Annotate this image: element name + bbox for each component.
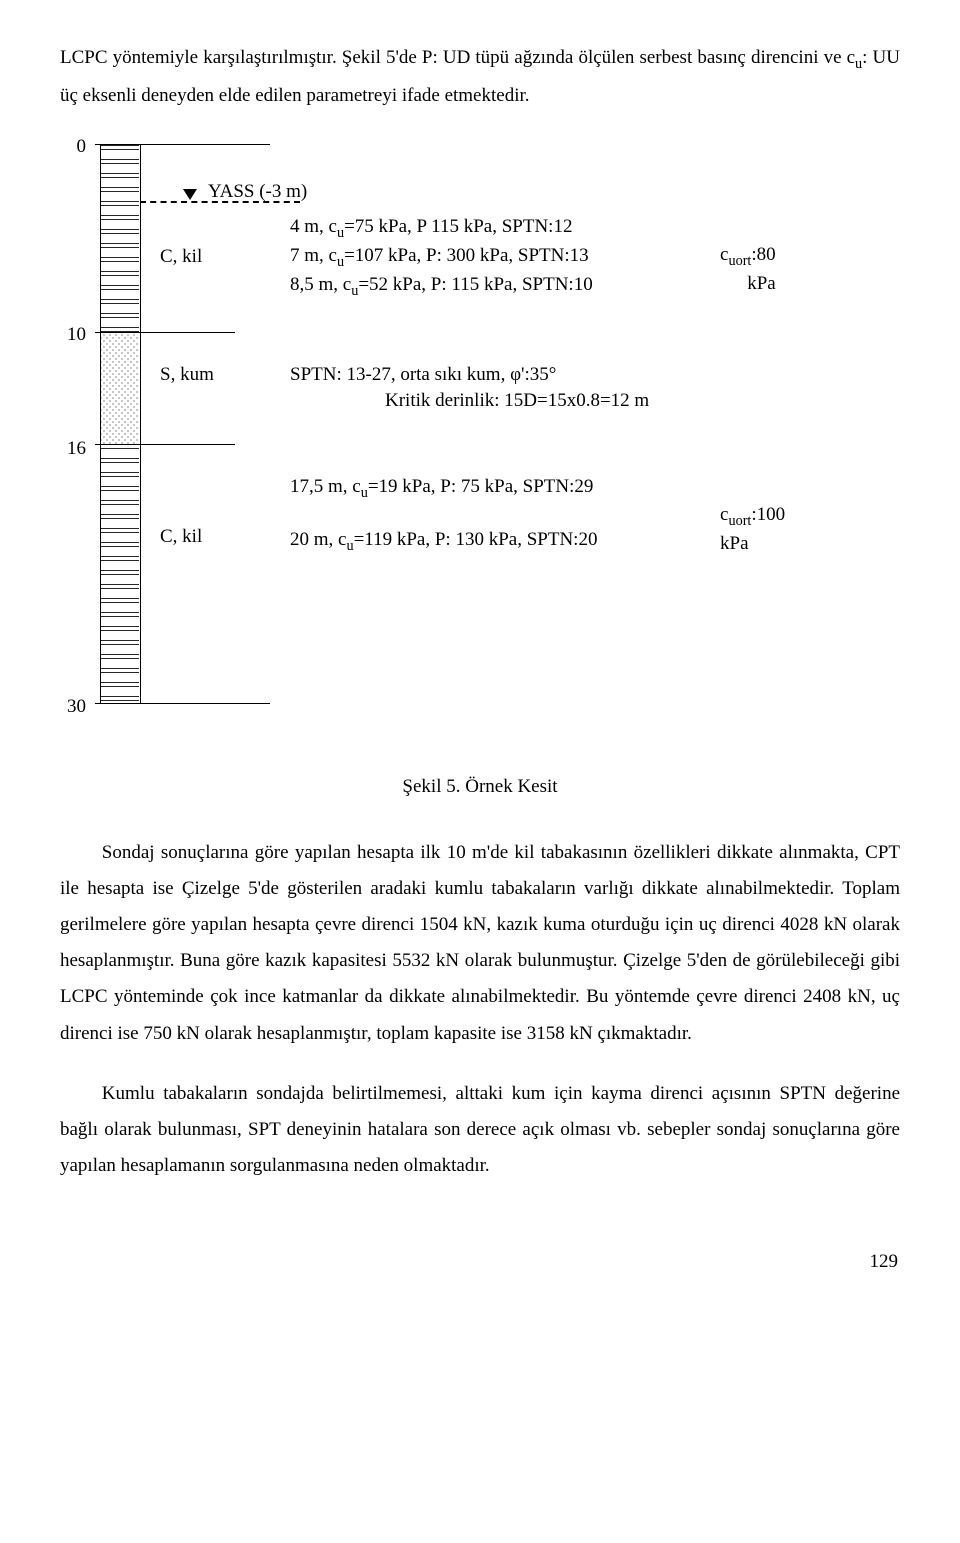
soil-profile-diagram: 0 10 16 30 C, kil S, kum C, kil YASS (-3… [60, 144, 900, 744]
yass-label: YASS (-3 m) [208, 179, 307, 205]
hatch-clay-upper [101, 145, 139, 332]
depth-10: 10 [60, 322, 86, 348]
figure-caption: Şekil 5. Örnek Kesit [60, 769, 900, 805]
line-10m [95, 332, 235, 333]
kritik-line: Kritik derinlik: 15D=15x0.8=12 m [290, 388, 649, 414]
line-30m [95, 703, 270, 704]
sptn-line: SPTN: 13-27, orta sıkı kum, φ':35° [290, 362, 649, 388]
depth-30: 30 [60, 694, 86, 720]
column-border-right [140, 144, 141, 704]
depth-0: 0 [60, 134, 86, 160]
upper-clay-block: 4 m, cu=75 kPa, P 115 kPa, SPTN:12 cuort… [290, 214, 593, 301]
cuort-100: cuort:100 kPa [720, 502, 785, 557]
cuort-80: cuort:80 kPa [720, 242, 781, 297]
depth-16: 16 [60, 436, 86, 462]
line-7m: 7 m, cu=107 kPa, P: 300 kPa, SPTN:13 [290, 243, 593, 272]
line-16m [95, 444, 235, 445]
lower-clay-block: 17,5 m, cu=19 kPa, P: 75 kPa, SPTN:29 cu… [290, 474, 597, 556]
soil-clay-lower: C, kil [160, 524, 202, 550]
line-8-5m: 8,5 m, cu=52 kPa, P: 115 kPa, SPTN:10 [290, 272, 593, 301]
paragraph-3: Kumlu tabakaların sondajda belirtilmemes… [60, 1076, 900, 1184]
intro-paragraph: LCPC yöntemiyle karşılaştırılmıştır. Şek… [60, 40, 900, 114]
hatch-clay-lower [101, 444, 139, 703]
line-20m: 20 m, cu=119 kPa, P: 130 kPa, SPTN:20 [290, 527, 597, 556]
hatch-sand [101, 332, 139, 444]
line-surface [95, 144, 270, 145]
soil-clay-upper: C, kil [160, 244, 202, 270]
water-table-symbol [183, 189, 197, 200]
line-17-5m: 17,5 m, cu=19 kPa, P: 75 kPa, SPTN:29 [290, 474, 597, 503]
paragraph-2: Sondaj sonuçlarına göre yapılan hesapta … [60, 835, 900, 1052]
line-4m: 4 m, cu=75 kPa, P 115 kPa, SPTN:12 [290, 214, 593, 243]
page-number: 129 [60, 1244, 900, 1280]
intro-text: LCPC yöntemiyle karşılaştırılmıştır. Şek… [60, 47, 855, 68]
soil-sand: S, kum [160, 362, 214, 388]
sand-block: SPTN: 13-27, orta sıkı kum, φ':35° Kriti… [290, 362, 649, 413]
